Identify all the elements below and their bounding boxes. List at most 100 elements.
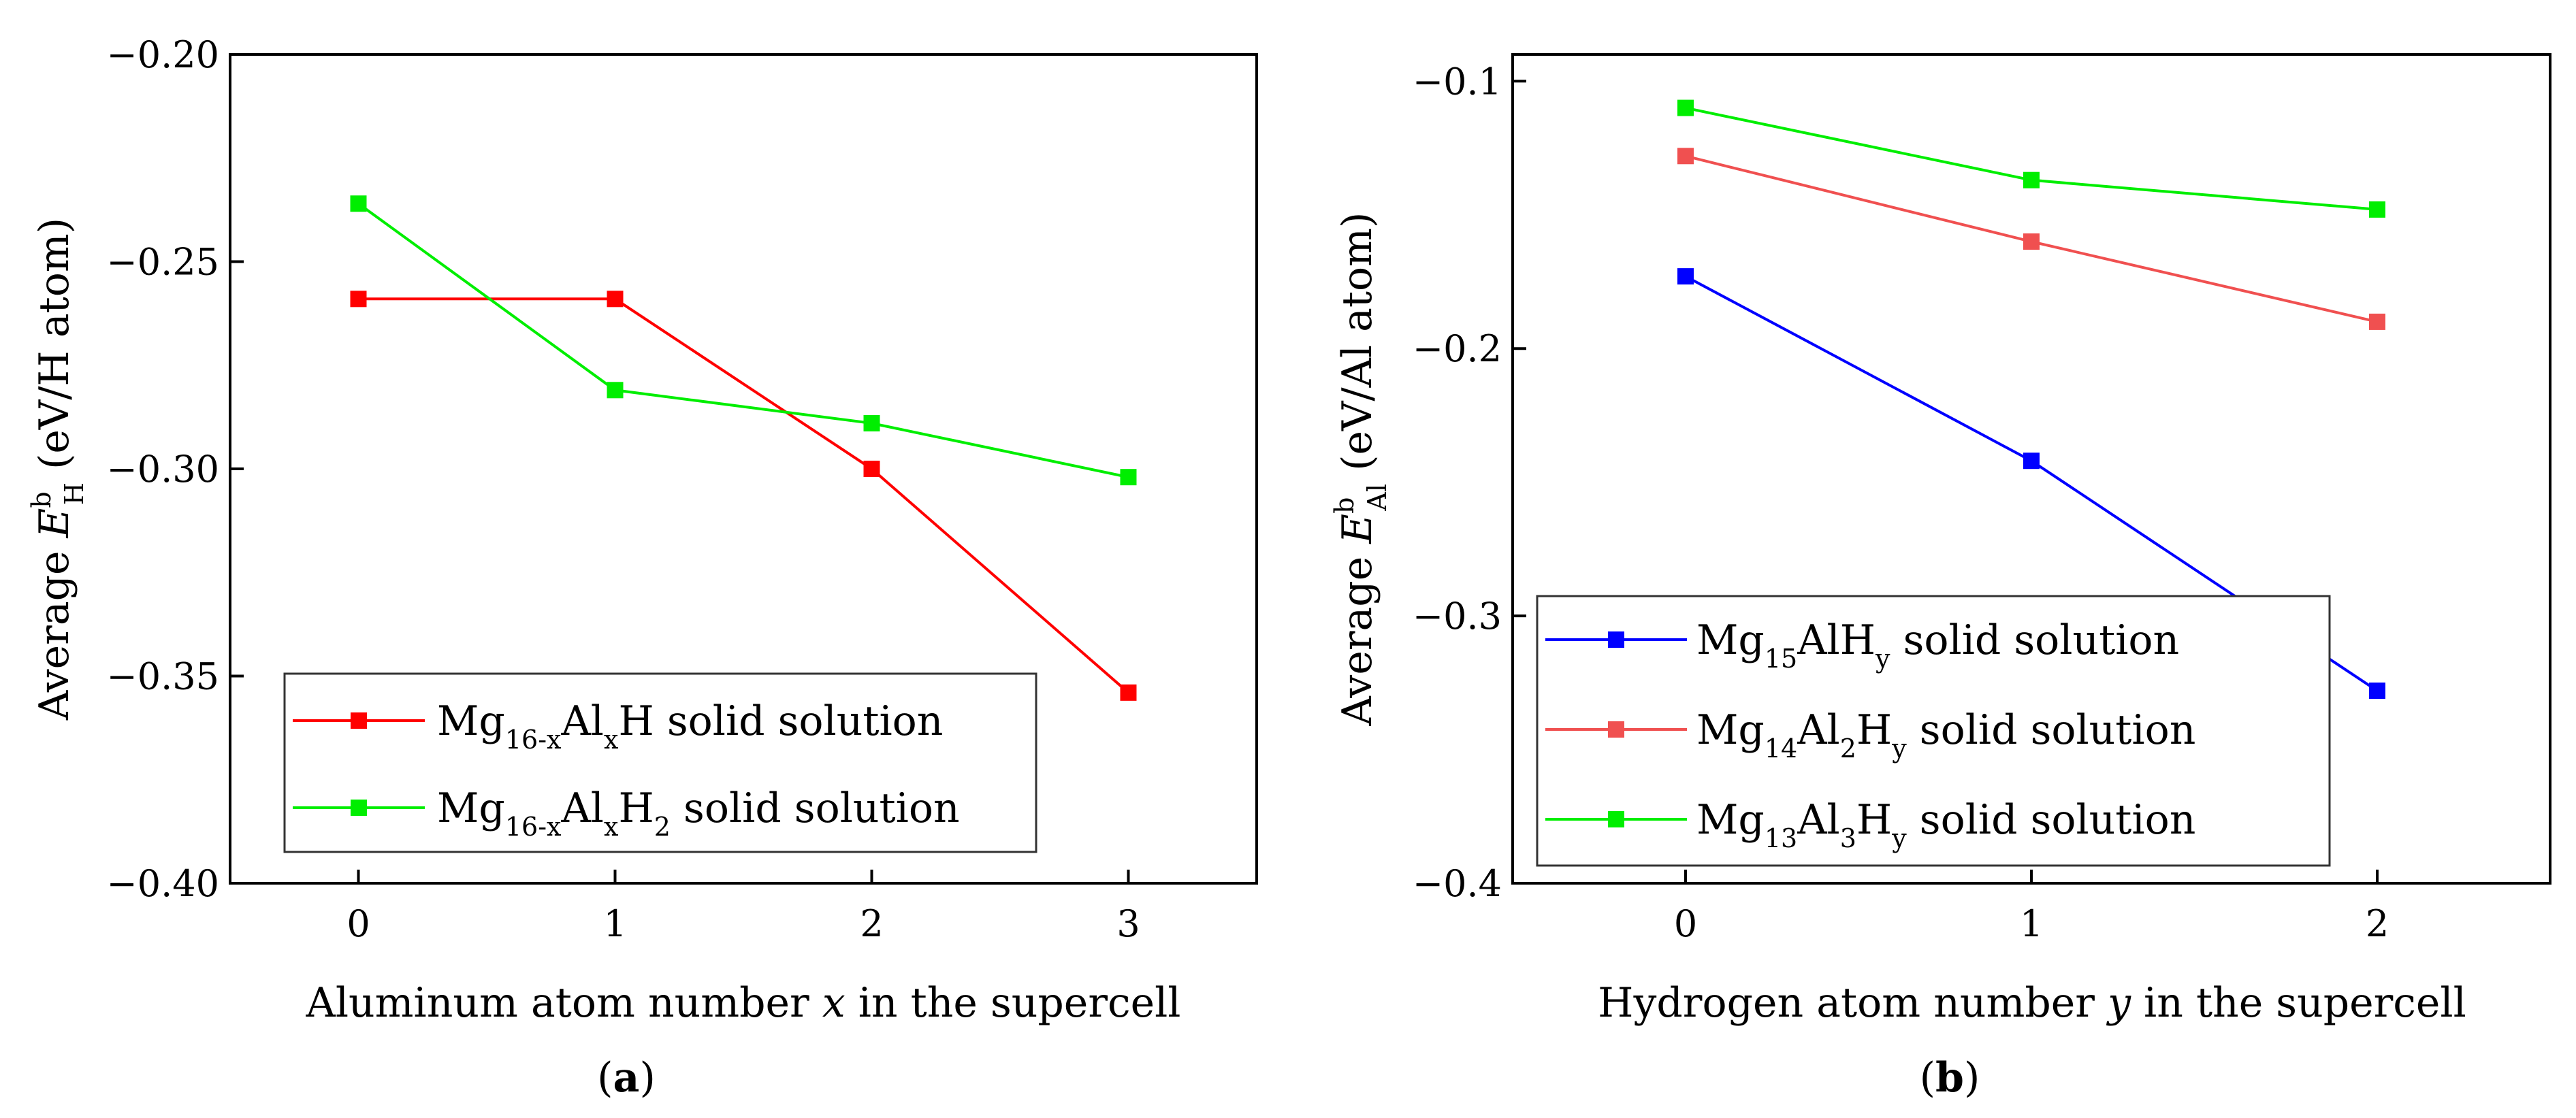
panel-b-legend-1-label: Mg15AlHy solid solution xyxy=(1696,616,2179,674)
panel-a-series-2-point xyxy=(1120,469,1137,486)
panel-a-axis-ticks: −0.20 −0.25 −0.30 −0.35 −0.40 0 1 2 3 xyxy=(107,33,1140,945)
panel-b-series-3-point xyxy=(1677,99,1694,116)
panel-b-ylabel-e: E xyxy=(1334,514,1381,544)
legend-label-part: 2 xyxy=(654,812,671,842)
panel-a-series-1-line xyxy=(358,297,1129,694)
panel-a-series-2-point xyxy=(350,195,367,212)
legend-label-part: solid solution xyxy=(1890,616,2180,664)
panel-a-legend-2-marker xyxy=(351,800,367,816)
panel-a-series xyxy=(350,195,1137,701)
panel-b-legend-2-label: Mg14Al2Hy solid solution xyxy=(1696,706,2195,763)
panel-a-label-close: ) xyxy=(639,1054,655,1102)
legend-label-part: y xyxy=(1875,644,1890,674)
panel-a-ytick-label: −0.35 xyxy=(107,655,219,698)
panel-a-label-open: ( xyxy=(597,1054,613,1102)
legend-label-part: Al xyxy=(560,697,604,745)
legend-label-part: Al xyxy=(1797,796,1840,844)
panel-b-series-3-line xyxy=(1685,106,2378,211)
panel-b-legend-2-marker xyxy=(1608,721,1624,738)
panel-b-label: (b) xyxy=(1920,1054,1980,1102)
panel-a-legend-1-marker xyxy=(351,712,367,729)
panel-b-y-axis-label: Average Eb Al (eV/Al atom) xyxy=(1330,212,1392,727)
panel-a-ytick-label: −0.40 xyxy=(107,862,219,905)
panel-b-series-2-point xyxy=(1677,148,1694,165)
panel-b-series-1-point xyxy=(2369,683,2385,700)
panel-b-xtick-label: 1 xyxy=(2020,902,2043,945)
legend-label-part: Al xyxy=(560,785,604,832)
panel-b-ylabel-sup: b xyxy=(1330,497,1359,514)
panel-a-xtick-label: 0 xyxy=(347,902,370,945)
legend-label-part: Mg xyxy=(437,785,505,832)
panel-a-ylabel-prefix: Average xyxy=(31,538,78,721)
legend-label-part: Mg xyxy=(437,697,505,745)
panel-a-series-1-point xyxy=(863,461,880,477)
legend-label-part: Mg xyxy=(1696,706,1765,754)
panel-a: −0.20−0.25−0.30−0.35−0.400 1 2 3 Mg16-xAlxH… xyxy=(27,33,1258,1102)
panel-b-legend-3-marker xyxy=(1608,811,1624,827)
panel-b-series-1-point xyxy=(2023,453,2040,470)
legend-label-part: 13 xyxy=(1765,823,1797,853)
panel-b-xlabel-var: y xyxy=(2106,979,2131,1027)
panel-a-ytick-label: −0.30 xyxy=(107,448,219,491)
panel-a-label: (a) xyxy=(597,1054,656,1102)
panel-a-series-1-point xyxy=(1120,684,1137,701)
panel-a-xtick-label: 3 xyxy=(1116,902,1140,945)
panel-b-ylabel-sub: Al xyxy=(1362,484,1392,512)
panel-a-ylabel-sup: b xyxy=(27,491,57,508)
panel-a-y-axis-label: Average Eb H (eV/H atom) xyxy=(27,218,89,721)
panel-b-ytick-label: −0.4 xyxy=(1413,862,1502,905)
panel-a-xlabel-var: x xyxy=(822,979,846,1027)
legend-label-part: Al xyxy=(1797,706,1840,754)
legend-label-part: Mg xyxy=(1696,616,1765,664)
panel-b-series-3-point xyxy=(2023,171,2040,188)
panel-a-series-2-point xyxy=(607,382,624,399)
legend-label-part: AlH xyxy=(1797,616,1875,664)
panel-a-xlabel-before: Aluminum atom number xyxy=(305,979,822,1027)
panel-b-ytick-label: −0.3 xyxy=(1413,595,1502,638)
legend-label-part: 3 xyxy=(1840,823,1856,853)
panel-b-series-2-point xyxy=(2023,233,2040,250)
panel-a-xtick-label: 1 xyxy=(603,902,626,945)
panel-a-series-2-line xyxy=(357,202,1129,479)
panel-b-ytick-label: −0.1 xyxy=(1413,60,1502,103)
panel-b-series xyxy=(1677,99,2385,700)
legend-label-part: H xyxy=(1856,796,1892,844)
legend-label-part: solid solution xyxy=(1907,706,2196,754)
panel-a-ytick-label: −0.25 xyxy=(107,241,219,284)
panel-b-ylabel-suffix: (eV/Al atom) xyxy=(1334,212,1381,484)
legend-label-part: H xyxy=(618,785,654,832)
legend-label-part: 16-x xyxy=(505,725,562,755)
panel-b-axis-ticks: −0.1 −0.2 −0.3 −0.4 0 1 2 xyxy=(1413,60,2389,945)
panel-a-series-2-point xyxy=(863,415,880,432)
panel-a-ylabel-sub: H xyxy=(59,482,89,505)
panel-a-ytick-label: −0.20 xyxy=(107,33,219,76)
legend-label-part: 15 xyxy=(1765,644,1797,674)
panel-b-xtick-label: 0 xyxy=(1674,902,1697,945)
panel-b-ylabel-prefix: Average xyxy=(1334,544,1381,727)
panel-a-ylabel-e: E xyxy=(31,508,78,539)
panel-b-series-3-point xyxy=(2369,201,2385,218)
panel-b-xlabel-before: Hydrogen atom number xyxy=(1598,979,2108,1027)
panel-b-label-letter: b xyxy=(1935,1054,1964,1102)
panel-b-legend-1-marker xyxy=(1608,631,1624,648)
legend-label-part: x xyxy=(604,812,618,842)
legend-label-part: y xyxy=(1891,734,1907,763)
legend-label-part: H xyxy=(1856,706,1892,754)
panel-a-legend-1-label: Mg16-xAlxH solid solution xyxy=(437,697,943,755)
legend-label-part: H solid solution xyxy=(618,697,943,745)
panel-a-legend-box xyxy=(283,672,1037,853)
panel-b-series-1-point xyxy=(1677,268,1694,285)
legend-label-part: 2 xyxy=(1840,734,1856,763)
panel-b-legend-3-label: Mg13Al3Hy solid solution xyxy=(1696,796,2195,853)
legend-label-part: solid solution xyxy=(671,785,960,832)
panel-b-xtick-label: 2 xyxy=(2366,902,2389,945)
panel-a-series-1-point xyxy=(350,291,367,308)
panel-b-label-close: ) xyxy=(1964,1054,1980,1102)
panel-a-legend-2-label: Mg16-xAlxH2 solid solution xyxy=(437,785,960,842)
legend-label-part: Mg xyxy=(1696,796,1765,844)
